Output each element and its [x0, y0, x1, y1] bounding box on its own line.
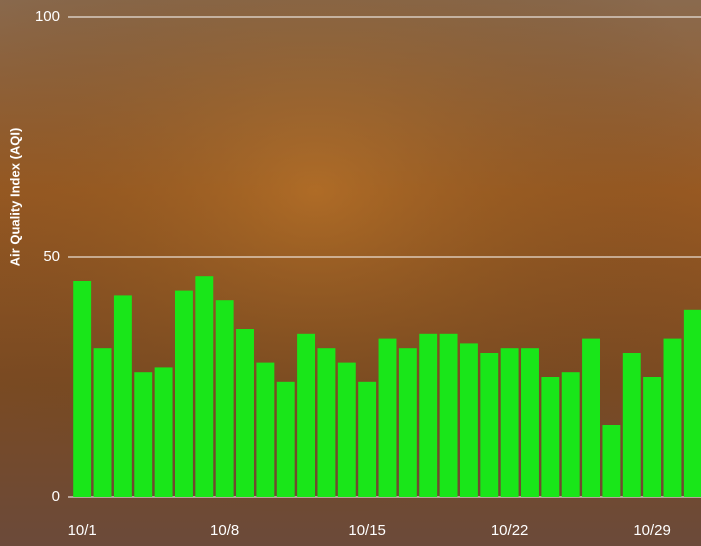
bar	[623, 353, 641, 497]
bar	[175, 291, 193, 497]
bar	[602, 425, 620, 497]
bar	[480, 353, 498, 497]
bar	[256, 363, 274, 497]
bar	[134, 372, 152, 497]
x-tick-label: 10/15	[348, 522, 386, 539]
bar	[155, 367, 173, 497]
bar	[419, 334, 437, 497]
bar	[562, 372, 580, 497]
bar	[440, 334, 458, 497]
x-tick-label: 10/1	[68, 522, 97, 539]
bar	[277, 382, 295, 497]
y-tick-label: 0	[52, 488, 60, 505]
chart: Air Quality Index (AQI) 0 50 100 10/1 10/8 10…	[0, 0, 701, 546]
bar	[379, 339, 397, 497]
bar	[195, 276, 213, 497]
bar	[399, 348, 417, 497]
y-tick-label: 50	[43, 248, 60, 265]
bar	[541, 377, 559, 497]
bar	[216, 300, 234, 497]
bar	[460, 343, 478, 497]
y-tick-label: 100	[35, 8, 60, 25]
bar	[94, 348, 112, 497]
page: Air Quality Index (AQI) 0 50 100 10/1 10/8 10…	[0, 0, 701, 546]
bar	[582, 339, 600, 497]
bar	[338, 363, 356, 497]
bar	[664, 339, 682, 497]
x-tick-label: 10/8	[210, 522, 239, 539]
bar	[521, 348, 539, 497]
y-axis-label: Air Quality Index (AQI)	[7, 128, 22, 267]
bar	[684, 310, 701, 497]
bar	[501, 348, 519, 497]
bar	[236, 329, 254, 497]
bar	[114, 295, 132, 497]
bar	[358, 382, 376, 497]
x-tick-label: 10/29	[633, 522, 671, 539]
bar	[317, 348, 335, 497]
x-tick-label: 10/22	[491, 522, 529, 539]
bar	[297, 334, 315, 497]
bar	[643, 377, 661, 497]
bar	[73, 281, 91, 497]
